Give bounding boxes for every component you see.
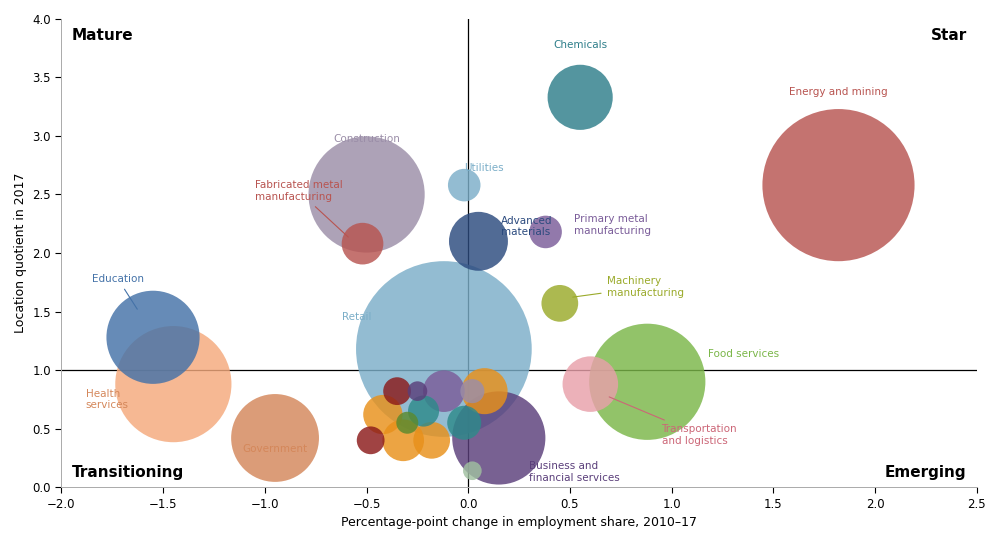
Point [165, 380, 181, 388]
Text: Business and
financial services: Business and financial services [529, 462, 620, 483]
Text: Chemicals: Chemicals [553, 40, 607, 50]
Text: Fabricated metal
manufacturing: Fabricated metal manufacturing [255, 180, 348, 237]
Point [267, 434, 283, 443]
Text: Utilities: Utilities [464, 163, 504, 173]
Point [582, 380, 598, 388]
Point [830, 181, 846, 190]
Text: Transitioning: Transitioning [72, 465, 184, 480]
Point [456, 181, 472, 190]
Text: Transportation
and logistics: Transportation and logistics [609, 397, 737, 445]
Text: Education: Education [92, 274, 144, 309]
Point [416, 407, 432, 415]
Point [639, 377, 655, 386]
Point [456, 419, 472, 427]
Text: Machinery
manufacturing: Machinery manufacturing [573, 276, 684, 298]
Point [552, 299, 568, 308]
Text: Primary metal
manufacturing: Primary metal manufacturing [574, 214, 651, 236]
Point [436, 387, 452, 395]
Point [424, 436, 440, 445]
Point [409, 387, 425, 395]
Point [464, 466, 480, 475]
Text: Energy and mining: Energy and mining [789, 87, 888, 97]
Point [355, 239, 371, 248]
Point [363, 436, 379, 445]
Point [572, 93, 588, 102]
Text: Advanced
materials: Advanced materials [501, 216, 552, 237]
Point [395, 436, 411, 445]
Y-axis label: Location quotient in 2017: Location quotient in 2017 [14, 173, 27, 333]
Point [477, 387, 493, 395]
Text: Emerging: Emerging [885, 465, 967, 480]
Point [375, 410, 391, 419]
Text: Retail: Retail [342, 312, 371, 323]
Point [359, 190, 375, 199]
Point [538, 228, 554, 236]
Text: Construction: Construction [333, 134, 400, 143]
Point [145, 333, 161, 342]
Point [399, 419, 415, 427]
Point [491, 434, 507, 443]
Text: Health
services: Health services [86, 389, 129, 411]
Text: Food services: Food services [708, 349, 779, 359]
Text: Mature: Mature [72, 28, 133, 43]
Point [470, 237, 486, 245]
Point [436, 345, 452, 353]
Text: Government: Government [242, 444, 308, 454]
Point [464, 387, 480, 395]
Point [389, 387, 405, 395]
Text: Star: Star [930, 28, 967, 43]
X-axis label: Percentage-point change in employment share, 2010–17: Percentage-point change in employment sh… [341, 516, 697, 529]
